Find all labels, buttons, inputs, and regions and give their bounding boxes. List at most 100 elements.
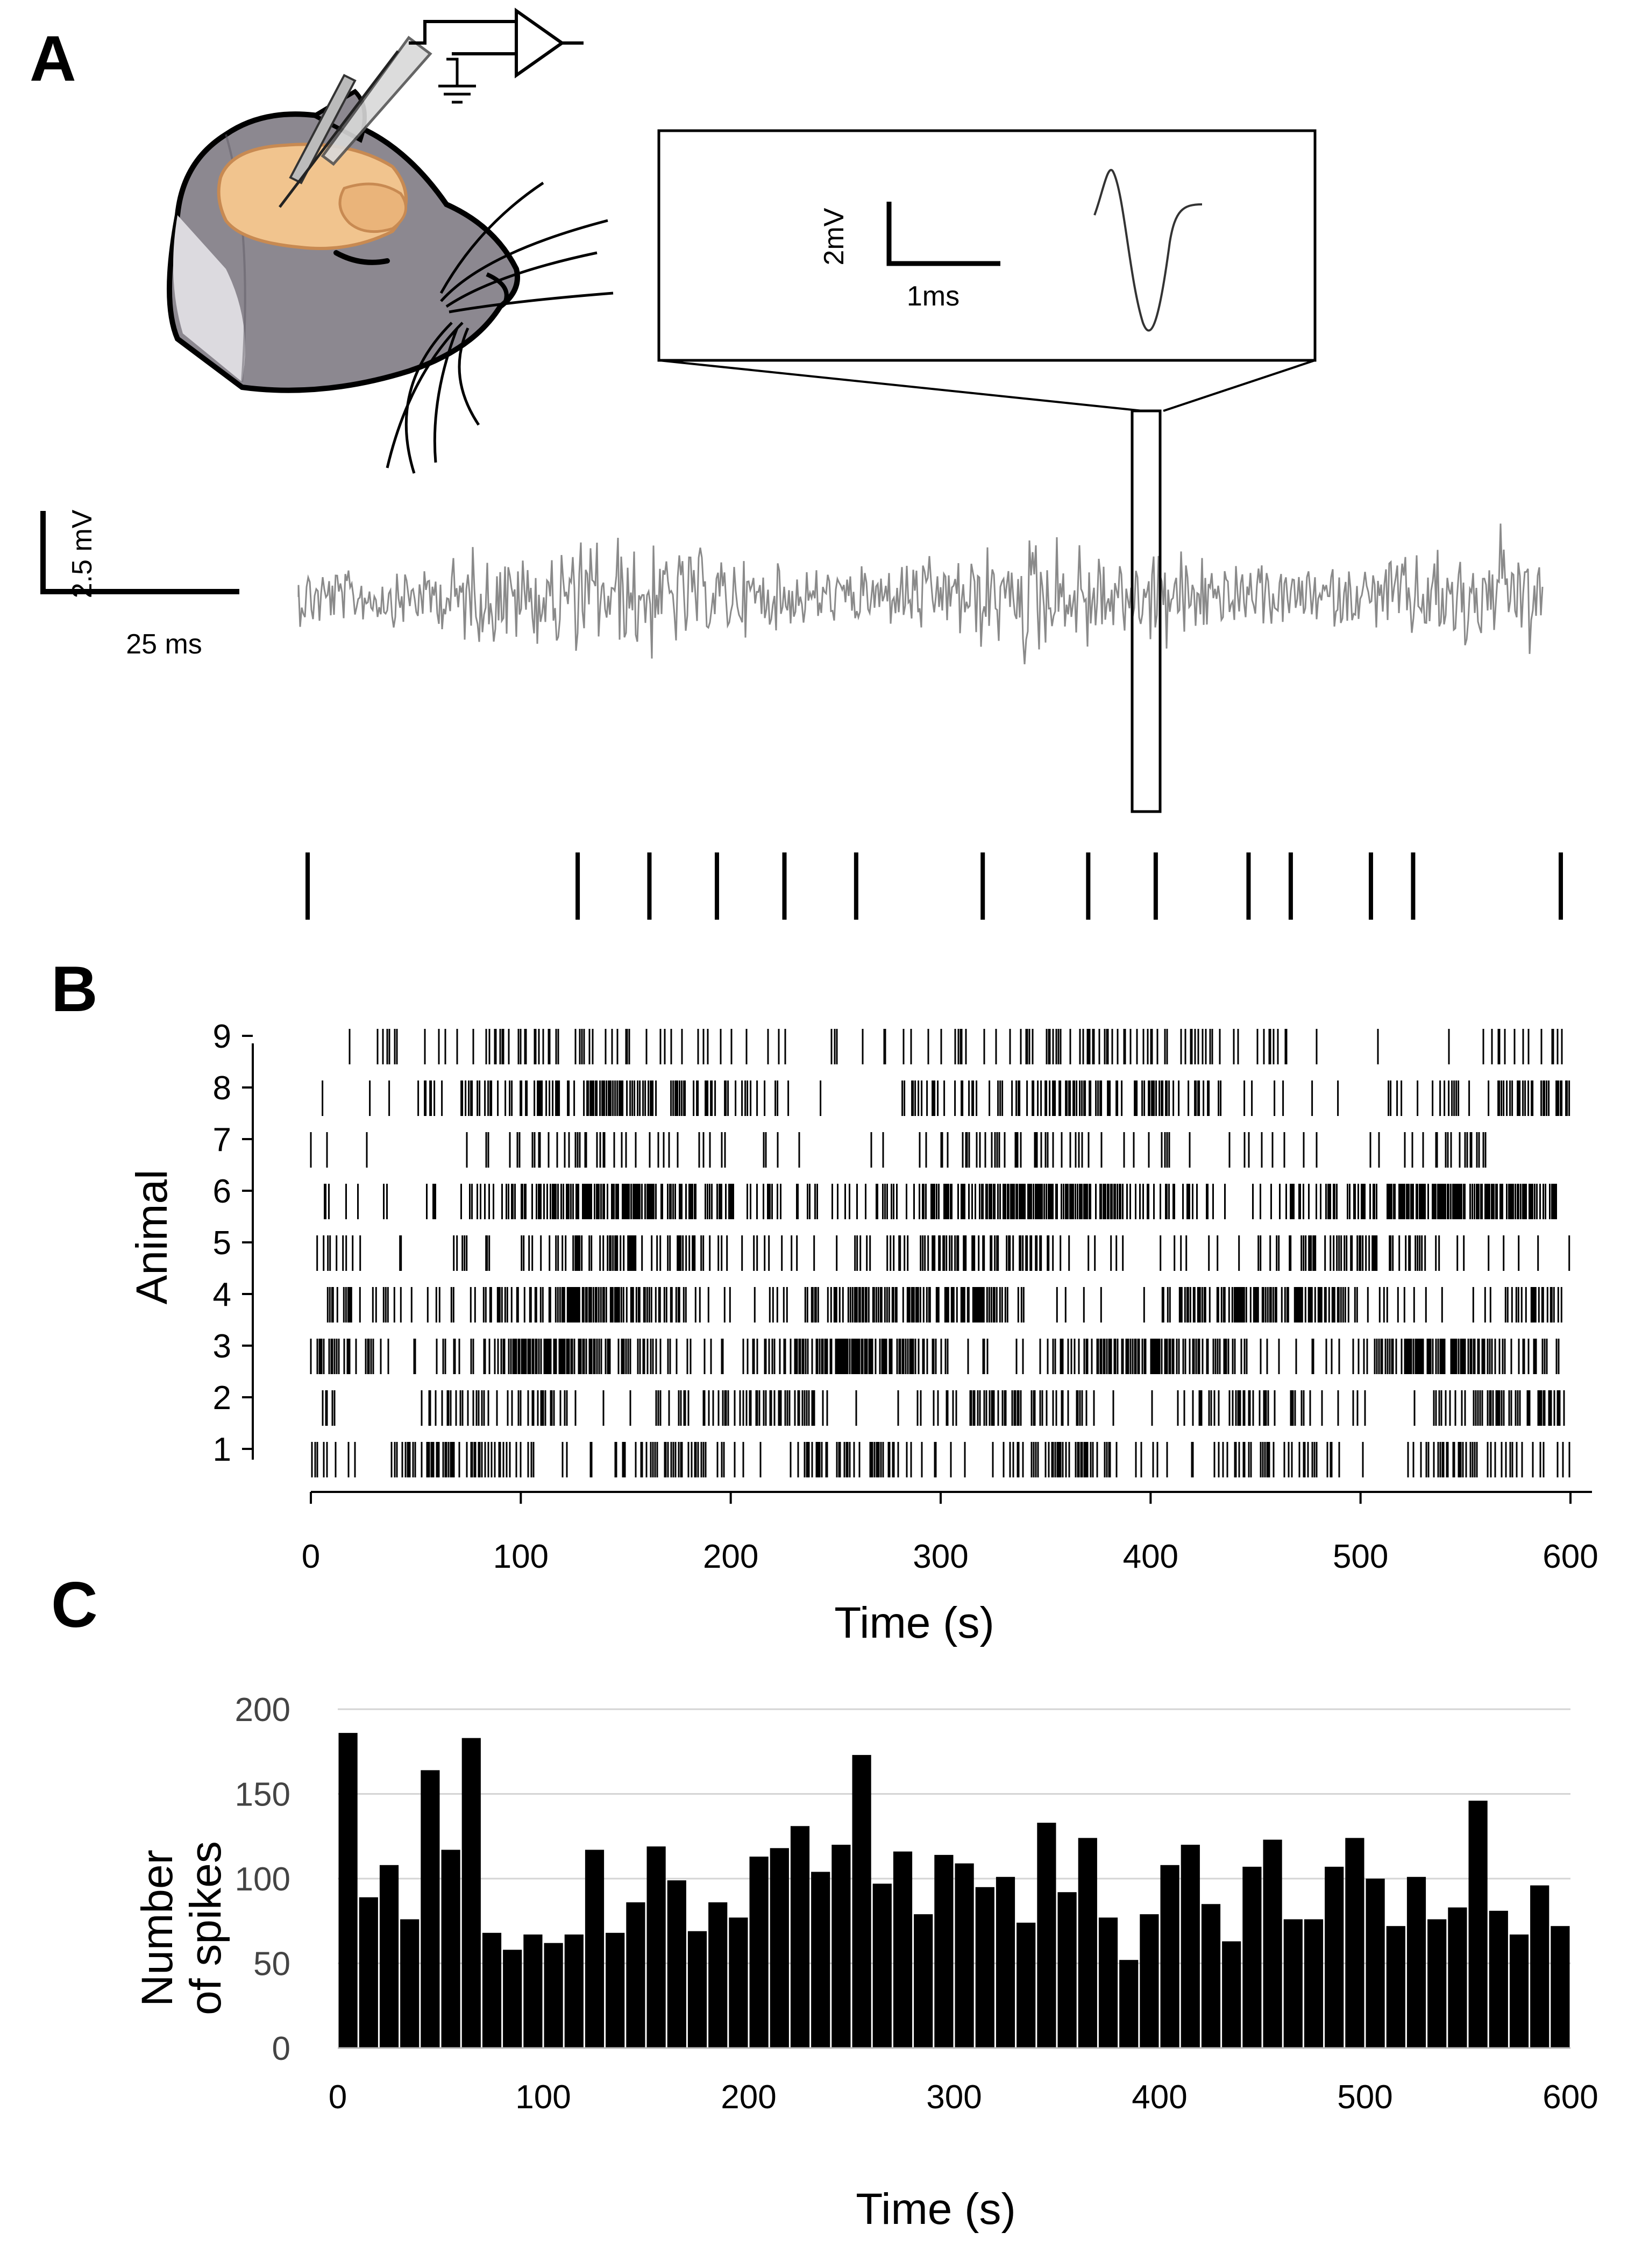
- raster-x-tick-label-100: 100: [493, 1538, 549, 1575]
- raster-y-tick-label-5: 5: [213, 1225, 231, 1262]
- raster-y-tick-label-4: 4: [213, 1276, 231, 1313]
- histogram-y-tick-label-200: 200: [235, 1691, 290, 1729]
- histogram-y-tick-label-150: 150: [235, 1776, 290, 1814]
- histogram-bar-270: [893, 1851, 913, 2048]
- histogram-bar-420: [1201, 1904, 1221, 2049]
- histogram-bar-150: [646, 1846, 666, 2048]
- histogram-bar-380: [1119, 1960, 1139, 2048]
- histogram-bar-570: [1509, 1934, 1529, 2048]
- raster-x-tick-label-300: 300: [913, 1538, 968, 1575]
- raster-row-9: [349, 1029, 1563, 1064]
- raster-y-tick-label-1: 1: [213, 1431, 231, 1468]
- histogram-bars: [338, 1733, 1570, 2049]
- raster-y-tick-label-2: 2: [213, 1380, 231, 1417]
- inset-frame: [657, 129, 1317, 362]
- histogram-bar-200: [749, 1857, 769, 2048]
- histogram-bar-230: [811, 1872, 830, 2048]
- histogram-x-tick-label-400: 400: [1132, 2079, 1187, 2116]
- raster-row-2: [322, 1390, 1565, 1426]
- histogram-y-title-line2: of spikes: [181, 1841, 230, 2015]
- histogram-bar-510: [1386, 1926, 1405, 2048]
- histogram-bar-10: [359, 1897, 378, 2048]
- histogram-bar-520: [1406, 1876, 1426, 2048]
- histogram-y-ticks: 0 50 100 150 200: [235, 1691, 290, 2067]
- histogram-bar-90: [523, 1934, 543, 2048]
- histogram-bar-290: [934, 1854, 954, 2048]
- histogram-bar-320: [996, 1876, 1015, 2048]
- histogram-x-tick-label-100: 100: [515, 2079, 571, 2116]
- raster-plot: [310, 1029, 1570, 1477]
- trace-signal: [297, 523, 1544, 665]
- raw-voltage-trace: 2.5 mV 25 ms: [40, 409, 1544, 813]
- panel-label-a: A: [30, 23, 76, 95]
- raster-row-3: [310, 1339, 1560, 1374]
- histogram-y-tick-label-0: 0: [272, 2030, 290, 2067]
- histogram-bar-190: [729, 1917, 748, 2048]
- histogram-bar-560: [1489, 1910, 1508, 2048]
- histogram-bar-460: [1283, 1919, 1303, 2048]
- histogram-bar-20: [379, 1865, 399, 2048]
- histogram-x-tick-label-200: 200: [721, 2079, 776, 2116]
- histogram-bar-340: [1037, 1823, 1056, 2048]
- histogram-bar-40: [421, 1770, 440, 2048]
- raster-y-tick-label-3: 3: [213, 1328, 231, 1365]
- histogram-x-tick-label-500: 500: [1337, 2079, 1392, 2116]
- raster-y-ticks: 1 2 3 4 5 6 7 8 9: [213, 1018, 253, 1468]
- histogram-bar-60: [461, 1738, 481, 2048]
- histogram-bar-370: [1098, 1917, 1118, 2048]
- raster-x-tick-label-500: 500: [1333, 1538, 1388, 1575]
- histogram-bar-440: [1242, 1866, 1262, 2048]
- histogram-bar-350: [1057, 1892, 1077, 2048]
- raster-y-tick-label-6: 6: [213, 1173, 231, 1210]
- raster-y-tick-label-9: 9: [213, 1018, 231, 1055]
- histogram-bar-130: [606, 1932, 625, 2048]
- inset-time-scale: 1ms: [907, 281, 959, 312]
- histogram-bar-430: [1222, 1941, 1241, 2048]
- histogram-bar-450: [1263, 1839, 1282, 2048]
- raster-x-tick-label-200: 200: [703, 1538, 758, 1575]
- trace-highlight-box: [1131, 409, 1162, 813]
- histogram-bar-400: [1160, 1865, 1179, 2048]
- histogram-bar-160: [667, 1880, 686, 2048]
- histogram-y-tick-label-50: 50: [253, 1946, 290, 1983]
- histogram-bar-360: [1078, 1838, 1097, 2048]
- histogram-bar-590: [1551, 1926, 1570, 2048]
- histogram-bar-410: [1181, 1845, 1200, 2048]
- histogram-bar-280: [914, 1914, 933, 2048]
- rat-head-illustration: [167, 8, 614, 474]
- histogram-gridlines: [338, 1708, 1570, 1964]
- histogram-bar-100: [544, 1943, 563, 2048]
- inset-zoom-lines: [658, 359, 1316, 412]
- spike-waveform-inset: 2mV 1ms: [657, 129, 1317, 412]
- histogram-bar-180: [708, 1902, 728, 2048]
- histogram-x-tick-label-0: 0: [329, 2079, 347, 2116]
- histogram-bar-300: [955, 1863, 974, 2048]
- histogram-bar-80: [503, 1950, 522, 2048]
- panel-label-c: C: [51, 1569, 98, 1641]
- trace-voltage-scale: 2.5 mV: [67, 509, 98, 598]
- raster-y-tick-label-7: 7: [213, 1121, 231, 1158]
- panel-label-b: B: [51, 953, 98, 1025]
- histogram-bar-140: [626, 1902, 645, 2048]
- inset-voltage-scale: 2mV: [819, 208, 850, 265]
- histogram-bar-210: [770, 1848, 789, 2048]
- histogram-bar-0: [338, 1733, 358, 2048]
- histogram-bar-260: [872, 1883, 892, 2048]
- raster-x-tick-label-400: 400: [1123, 1538, 1178, 1575]
- histogram-bar-540: [1448, 1907, 1467, 2048]
- inset-scale-bar: [886, 202, 1000, 266]
- histogram-bar-30: [400, 1919, 420, 2048]
- raster-x-tick-label-600: 600: [1543, 1538, 1598, 1575]
- histogram-bar-530: [1427, 1919, 1447, 2048]
- histogram-x-ticks: 0 100 200 300 400 500 600: [329, 2079, 1598, 2116]
- raster-x-title: Time (s): [834, 1598, 994, 1647]
- detected-spike-ticks: [305, 852, 1563, 920]
- inset-spike-waveform: [1093, 169, 1203, 332]
- trace-time-scale: 25 ms: [126, 629, 202, 660]
- histogram-bar-220: [790, 1826, 810, 2048]
- histogram-bar-330: [1017, 1922, 1036, 2048]
- histogram-bar-170: [687, 1931, 707, 2048]
- histogram-bar-580: [1530, 1885, 1550, 2048]
